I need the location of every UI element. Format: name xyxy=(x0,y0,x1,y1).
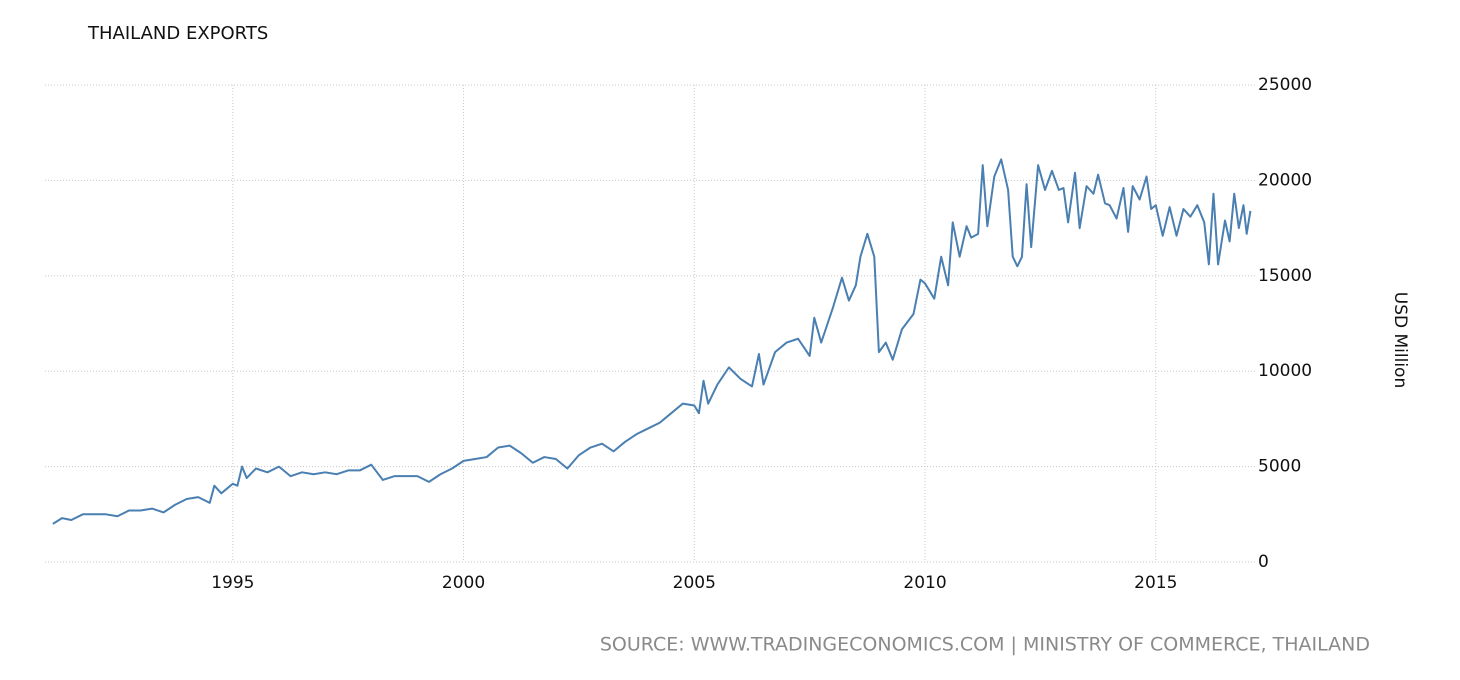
line xyxy=(52,158,1252,525)
y-tick-label: 10000 xyxy=(1258,361,1312,381)
y-axis-label: USD Million xyxy=(1390,292,1410,388)
y-tick-label: 0 xyxy=(1258,552,1269,572)
x-tick-label: 2000 xyxy=(442,573,485,593)
y-tick-label: 25000 xyxy=(1258,75,1312,95)
x-tick-label: 2010 xyxy=(903,573,946,593)
x-tick-label: 1995 xyxy=(211,573,254,593)
y-tick-label: 15000 xyxy=(1258,266,1312,286)
y-tick-label: 20000 xyxy=(1258,170,1312,190)
y-tick-label: 5000 xyxy=(1258,457,1301,477)
x-tick-label: 2015 xyxy=(1134,573,1177,593)
source: SOURCE: WWW.TRADINGECONOMICS.COM | MINIS… xyxy=(600,634,1370,656)
x-tick-label: 2005 xyxy=(673,573,716,593)
chart-title: THAILAND EXPORTS xyxy=(87,23,268,44)
